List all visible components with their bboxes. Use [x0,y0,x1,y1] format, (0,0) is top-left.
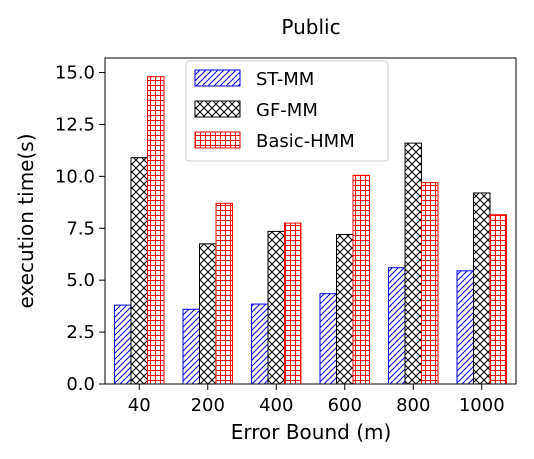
bars-group [114,76,507,385]
bar-gf-mm-40 [130,157,148,385]
x-tick-label: 400 [259,395,293,416]
bar-st-mm-1000 [456,270,474,385]
plot-area-frame [104,57,517,385]
bar-gf-mm-400 [267,230,285,385]
bar-st-mm-800 [388,267,406,385]
x-tick-label: 40 [128,395,151,416]
y-tick-label: 0.0 [66,374,95,395]
bar-basic-hmm-200 [215,202,233,385]
bar-gf-mm-600 [336,233,354,385]
bar-basic-hmm-800 [421,182,439,385]
x-tick-label: 600 [328,395,362,416]
bar-basic-hmm-1000 [489,214,507,385]
legend-label: Basic-HMM [256,131,355,152]
x-axis: 40 200 400 600 800 1000 [128,384,505,416]
legend: ST-MM GF-MM Basic-HMM [185,60,389,162]
bar-st-mm-200 [182,308,200,385]
y-tick-label: 15.0 [55,63,95,84]
bar-basic-hmm-600 [352,174,370,385]
y-tick-label: 12.5 [55,114,95,135]
legend-swatch [194,131,241,149]
x-axis-label: Error Bound (m) [231,420,392,444]
bar-gf-mm-800 [404,142,422,385]
y-tick-label: 7.5 [66,218,95,239]
bar-st-mm-40 [114,304,132,385]
bar-gf-mm-1000 [473,192,491,385]
legend-label: GF-MM [256,100,318,121]
bar-basic-hmm-400 [284,222,302,385]
y-tick-label: 2.5 [66,322,95,343]
bar-basic-hmm-40 [147,76,165,385]
bar-st-mm-600 [319,293,337,385]
x-tick-label: 200 [191,395,225,416]
legend-label: ST-MM [256,69,314,90]
y-tick-label: 10.0 [55,166,95,187]
legend-swatch [194,69,241,87]
x-tick-label: 800 [396,395,430,416]
x-tick-label: 1000 [459,395,505,416]
y-tick-label: 5.0 [66,270,95,291]
legend-swatch [194,100,241,118]
y-axis: 0.0 2.5 5.0 7.5 10.0 12.5 15.0 [55,63,105,395]
chart-title: Public [281,15,340,39]
bar-gf-mm-200 [199,243,217,385]
y-axis-label: execution time(s) [14,133,38,308]
bar-st-mm-400 [251,303,269,385]
